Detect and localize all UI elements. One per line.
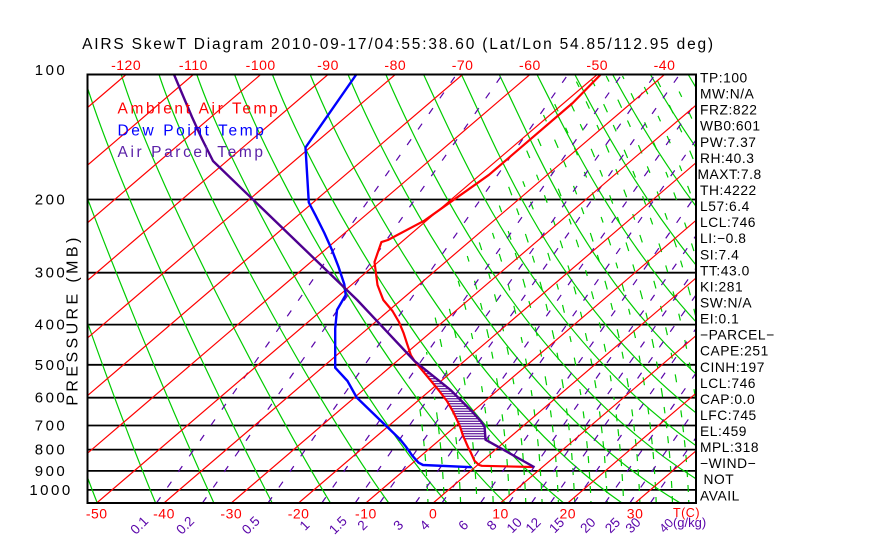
svg-text:LCL:746: LCL:746 xyxy=(700,215,756,230)
svg-text:-90: -90 xyxy=(317,57,339,73)
svg-text:EL:459: EL:459 xyxy=(700,424,747,439)
svg-text:300: 300 xyxy=(35,265,68,282)
svg-text:-60: -60 xyxy=(519,57,541,73)
svg-text:Ambient Air Temp: Ambient Air Temp xyxy=(118,101,281,118)
svg-text:Air Parcel Temp: Air Parcel Temp xyxy=(118,144,266,161)
svg-text:200: 200 xyxy=(35,192,68,209)
svg-text:TT:43.0: TT:43.0 xyxy=(700,263,750,278)
svg-text:-80: -80 xyxy=(384,57,406,73)
svg-text:100: 100 xyxy=(35,62,68,79)
svg-text:500: 500 xyxy=(35,357,68,374)
svg-text:T(C): T(C) xyxy=(673,506,700,520)
svg-text:400: 400 xyxy=(35,317,68,334)
svg-text:-30: -30 xyxy=(220,506,242,522)
svg-text:LCL:746: LCL:746 xyxy=(700,376,756,391)
svg-text:-100: -100 xyxy=(246,57,276,73)
svg-text:10: 10 xyxy=(492,506,509,522)
svg-text:TH:4222: TH:4222 xyxy=(700,183,757,198)
svg-text:−PARCEL−: −PARCEL− xyxy=(700,328,775,343)
svg-text:NOT: NOT xyxy=(704,472,735,487)
svg-text:20: 20 xyxy=(560,506,577,522)
svg-text:-40: -40 xyxy=(654,57,676,73)
svg-text:KI:281: KI:281 xyxy=(700,279,743,294)
svg-text:RH:40.3: RH:40.3 xyxy=(700,151,754,166)
svg-text:-120: -120 xyxy=(111,57,141,73)
svg-text:LI:−0.8: LI:−0.8 xyxy=(700,231,746,246)
svg-text:MPL:318: MPL:318 xyxy=(700,440,759,455)
svg-text:-20: -20 xyxy=(288,506,310,522)
svg-text:PW:7.37: PW:7.37 xyxy=(700,135,757,150)
svg-text:LFC:745: LFC:745 xyxy=(700,408,757,423)
svg-text:EI:0.1: EI:0.1 xyxy=(700,312,739,327)
svg-text:L57:6.4: L57:6.4 xyxy=(700,199,750,214)
svg-text:PRESSURE (MB): PRESSURE (MB) xyxy=(65,234,82,405)
svg-text:FRZ:822: FRZ:822 xyxy=(700,103,758,118)
svg-text:CINH:197: CINH:197 xyxy=(700,360,765,375)
svg-text:-110: -110 xyxy=(179,57,208,73)
svg-text:1000: 1000 xyxy=(29,482,72,499)
svg-text:0: 0 xyxy=(429,506,437,522)
svg-text:SI:7.4: SI:7.4 xyxy=(700,247,739,262)
svg-text:600: 600 xyxy=(35,390,68,407)
svg-text:-50: -50 xyxy=(586,57,608,73)
svg-text:(g/kg): (g/kg) xyxy=(673,515,706,530)
svg-text:AIRS SkewT Diagram 2010-09-17/: AIRS SkewT Diagram 2010-09-17/04:55:38.6… xyxy=(82,36,715,53)
svg-text:CAPE:251: CAPE:251 xyxy=(700,344,769,359)
svg-text:CAP:0.0: CAP:0.0 xyxy=(700,392,755,407)
svg-text:30: 30 xyxy=(627,506,644,522)
svg-text:Dew Point Temp: Dew Point Temp xyxy=(118,123,267,140)
svg-text:900: 900 xyxy=(35,463,68,480)
svg-text:−WIND−: −WIND− xyxy=(700,456,756,471)
svg-text:SW:N/A: SW:N/A xyxy=(700,296,752,311)
svg-text:-40: -40 xyxy=(153,506,175,522)
svg-text:MW:N/A: MW:N/A xyxy=(700,87,755,102)
svg-text:-10: -10 xyxy=(355,506,377,522)
svg-text:700: 700 xyxy=(35,418,68,435)
svg-text:800: 800 xyxy=(35,442,68,459)
svg-text:AVAIL: AVAIL xyxy=(700,488,740,503)
svg-text:-70: -70 xyxy=(452,57,474,73)
svg-text:MAXT:7.8: MAXT:7.8 xyxy=(698,167,762,182)
svg-text:WB0:601: WB0:601 xyxy=(700,119,761,134)
svg-text:-50: -50 xyxy=(86,506,108,522)
svg-text:TP:100: TP:100 xyxy=(700,71,748,86)
